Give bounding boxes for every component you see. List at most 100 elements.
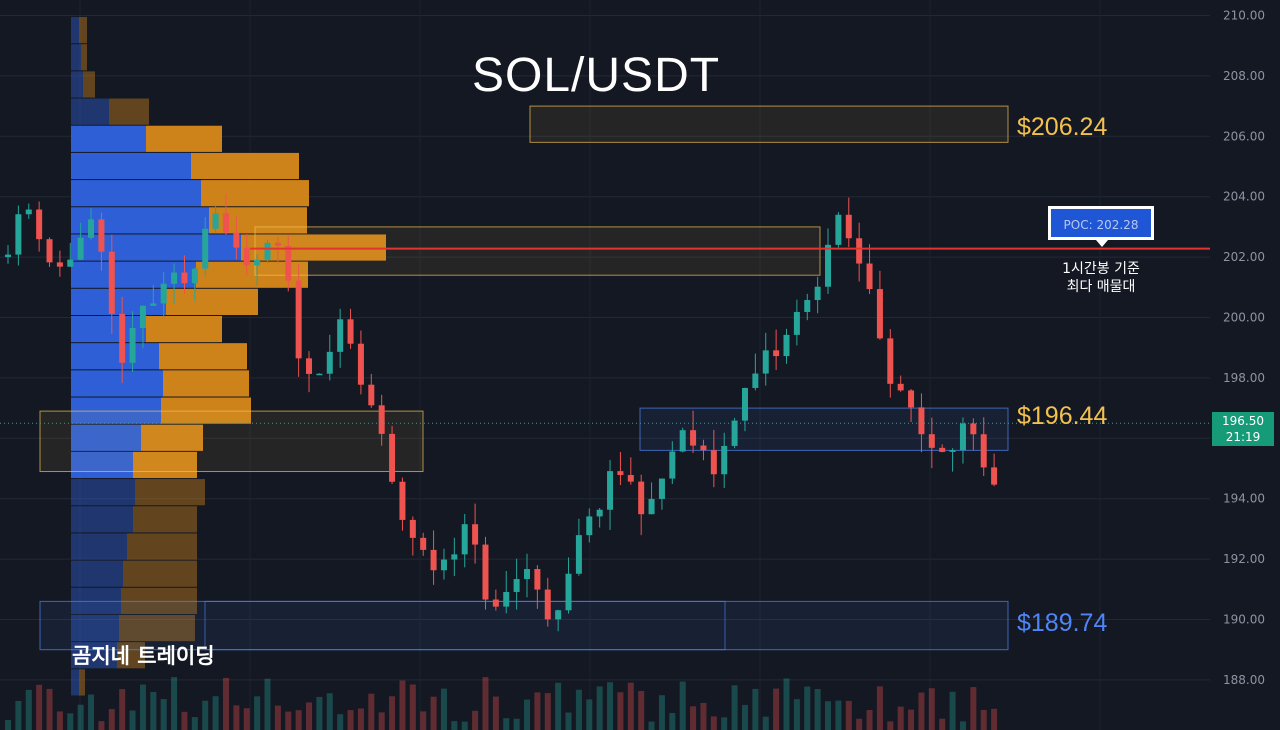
volume-bar [119, 689, 126, 730]
candle-body [295, 280, 302, 359]
profile-buy-bar [71, 397, 161, 424]
candle-body [710, 450, 717, 475]
volume-bar [752, 688, 759, 730]
poc-note-line1: 1시간봉 기준 [1062, 261, 1140, 277]
volume-bar [295, 710, 302, 730]
candle-body [347, 319, 354, 344]
profile-sell-bar [146, 125, 222, 152]
volume-bar [139, 684, 146, 730]
volume-bar [959, 721, 966, 730]
candle-body [461, 524, 468, 555]
volume-bar [835, 700, 842, 730]
chart-title: SOL/USDT [472, 49, 721, 102]
profile-buy-bar [71, 44, 81, 71]
candle-body [212, 213, 219, 229]
volume-bar [181, 711, 188, 730]
volume-bar [524, 699, 530, 730]
profile-buy-bar [71, 71, 83, 98]
candle-body [254, 259, 261, 266]
profile-buy-bar [71, 533, 127, 560]
volume-bar [762, 716, 769, 730]
volume-bar [700, 702, 707, 730]
profile-buy-bar [71, 234, 241, 261]
candle-body [544, 589, 551, 620]
y-tick-label: 192.00 [1223, 552, 1265, 566]
candle-body [773, 350, 780, 357]
volume-bar [357, 708, 364, 730]
candle-body [337, 319, 344, 352]
price-zone [39, 410, 424, 473]
profile-sell-bar [163, 370, 249, 397]
profile-buy-bar [71, 451, 133, 479]
volume-profile [71, 17, 386, 696]
volume-bar [440, 688, 447, 730]
volume-bar [908, 709, 915, 730]
poc-annotation: 1시간봉 기준 최다 매물대 [1040, 260, 1162, 296]
candle-body [77, 237, 84, 260]
volume-bar [274, 705, 281, 730]
candle-body [928, 434, 935, 448]
candle-body [731, 420, 738, 446]
volume-bar [56, 711, 63, 730]
lower-support-level-label: $189.74 [1017, 609, 1108, 637]
volume-bar [845, 700, 852, 730]
candle-body [285, 245, 292, 281]
volume-bar [534, 692, 541, 730]
volume-bar [741, 704, 748, 730]
volume-bar [472, 710, 479, 730]
volume-bar [88, 694, 95, 730]
volume-bar [980, 709, 987, 730]
volume-bar [897, 706, 904, 730]
poc-label-box: POC: 202.28 [1048, 206, 1154, 240]
volume-bar [970, 687, 977, 730]
candle-body [752, 373, 759, 388]
profile-buy-bar [71, 560, 123, 587]
candle-body [233, 232, 240, 248]
candle-body [88, 219, 95, 238]
volume-bar [814, 689, 821, 730]
profile-sell-bar [127, 533, 197, 560]
candle-body [959, 423, 966, 451]
candle-body [191, 268, 198, 284]
candle-body [741, 387, 748, 421]
y-tick-label: 202.00 [1223, 250, 1265, 264]
y-tick-label: 210.00 [1223, 9, 1265, 23]
poc-label: POC: 202.28 [1063, 218, 1139, 232]
current-price-tag: 196.50 21:19 [1212, 412, 1274, 446]
y-tick-label: 204.00 [1223, 190, 1265, 204]
candle-body [980, 434, 987, 468]
volume-bar [856, 718, 863, 730]
candle-body [575, 535, 582, 574]
profile-sell-bar [109, 98, 149, 125]
volume-bar [658, 695, 665, 730]
volume-bar [492, 696, 499, 730]
volume-bar [409, 684, 416, 730]
volume-bar [669, 712, 676, 730]
candle-body [181, 272, 188, 284]
volume-bar [721, 717, 728, 730]
candle-body [316, 373, 323, 376]
volume-bar [555, 682, 562, 730]
volume-bar [793, 699, 800, 730]
volume-bar [627, 682, 634, 730]
candle-body [389, 433, 396, 482]
price-zone [639, 407, 1009, 451]
candle-body [658, 478, 665, 499]
candle-body [274, 242, 281, 246]
volume-bar [928, 688, 935, 730]
volume-bar [544, 693, 551, 730]
profile-sell-bar [201, 180, 309, 207]
candle-body [866, 263, 873, 290]
candle-body [783, 334, 790, 357]
volume-bar [420, 711, 427, 730]
profile-buy-bar [71, 669, 79, 696]
profile-buy-bar [71, 261, 196, 288]
candle-body [721, 445, 728, 475]
volume-bar [451, 721, 458, 730]
volume-bar [586, 699, 593, 730]
volume-bar [825, 701, 832, 730]
y-tick-label: 206.00 [1223, 129, 1265, 143]
volume-bar [783, 678, 790, 730]
volume-bar [98, 721, 105, 730]
candle-body [326, 351, 333, 374]
